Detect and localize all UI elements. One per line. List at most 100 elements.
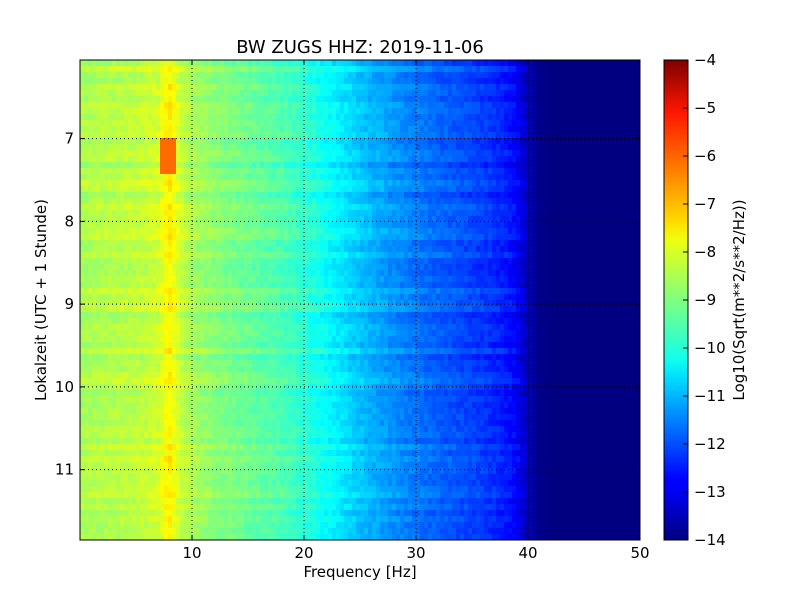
- heatmap-cell: [336, 132, 341, 139]
- heatmap-cell: [464, 150, 469, 157]
- heatmap-cell: [256, 144, 261, 151]
- heatmap-cell: [432, 264, 437, 271]
- heatmap-cell: [388, 132, 393, 139]
- heatmap-cell: [152, 162, 157, 169]
- heatmap-cell: [476, 168, 481, 175]
- heatmap-cell: [492, 78, 497, 85]
- heatmap-cell: [452, 108, 457, 115]
- heatmap-cell: [192, 126, 197, 133]
- heatmap-cell: [336, 126, 341, 133]
- heatmap-cell: [580, 90, 585, 97]
- heatmap-cell: [136, 180, 141, 187]
- heatmap-cell: [232, 246, 237, 253]
- heatmap-cell: [304, 240, 309, 247]
- heatmap-cell: [332, 90, 337, 97]
- heatmap-cell: [264, 78, 269, 85]
- heatmap-cell: [288, 138, 293, 145]
- heatmap-cell: [408, 90, 413, 97]
- heatmap-cell: [340, 102, 345, 109]
- heatmap-cell: [484, 84, 489, 91]
- heatmap-cell: [440, 84, 445, 91]
- heatmap-cell: [452, 156, 457, 163]
- heatmap-cell: [352, 246, 357, 253]
- heatmap-cell: [228, 90, 233, 97]
- heatmap-cell: [104, 84, 109, 91]
- heatmap-cell: [320, 66, 325, 73]
- heatmap-cell: [124, 72, 129, 79]
- heatmap-cell: [184, 156, 189, 163]
- heatmap-cell: [464, 90, 469, 97]
- heatmap-cell: [592, 246, 597, 253]
- heatmap-cell: [104, 192, 109, 199]
- heatmap-cell: [328, 150, 333, 157]
- heatmap-cell: [180, 198, 185, 205]
- heatmap-cell: [408, 78, 413, 85]
- heatmap-cell: [636, 90, 640, 97]
- heatmap-cell: [260, 156, 265, 163]
- heatmap-cell: [384, 240, 389, 247]
- heatmap-cell: [476, 132, 481, 139]
- heatmap-cell: [572, 216, 577, 223]
- heatmap-cell: [392, 102, 397, 109]
- heatmap-cell: [104, 222, 109, 229]
- heatmap-cell: [240, 252, 245, 259]
- heatmap-cell: [536, 234, 541, 241]
- heatmap-cell: [516, 264, 521, 271]
- heatmap-cell: [584, 264, 589, 271]
- heatmap-cell: [360, 126, 365, 133]
- heatmap-cell: [132, 210, 137, 217]
- heatmap-cell: [564, 120, 569, 127]
- heatmap-cell: [136, 162, 141, 169]
- heatmap-cell: [492, 264, 497, 271]
- heatmap-cell: [288, 108, 293, 115]
- heatmap-cell: [368, 150, 373, 157]
- heatmap-cell: [284, 120, 289, 127]
- heatmap-cell: [344, 78, 349, 85]
- heatmap-cell: [496, 90, 501, 97]
- heatmap-cell: [604, 102, 609, 109]
- heatmap-cell: [168, 228, 173, 235]
- heatmap-cell: [308, 264, 313, 271]
- heatmap-cell: [520, 114, 525, 121]
- heatmap-cell: [452, 168, 457, 175]
- heatmap-cell: [284, 180, 289, 187]
- heatmap-cell: [328, 96, 333, 103]
- heatmap-cell: [480, 246, 485, 253]
- heatmap-cell: [156, 204, 161, 211]
- heatmap-cell: [376, 90, 381, 97]
- heatmap-cell: [172, 168, 177, 175]
- heatmap-cell: [244, 144, 249, 151]
- heatmap-cell: [316, 234, 321, 241]
- heatmap-cell: [468, 120, 473, 127]
- heatmap-cell: [300, 150, 305, 157]
- heatmap-cell: [164, 144, 169, 151]
- heatmap-cell: [404, 90, 409, 97]
- heatmap-cell: [152, 114, 157, 121]
- heatmap-cell: [148, 84, 153, 91]
- heatmap-cell: [588, 156, 593, 163]
- heatmap-cell: [508, 60, 513, 67]
- heatmap-cell: [400, 264, 405, 271]
- heatmap-cell: [236, 258, 241, 265]
- heatmap-cell: [596, 210, 601, 217]
- heatmap-cell: [548, 150, 553, 157]
- heatmap-cell: [540, 186, 545, 193]
- heatmap-cell: [524, 240, 529, 247]
- heatmap-cell: [232, 144, 237, 151]
- heatmap-cell: [624, 168, 629, 175]
- heatmap-cell: [84, 60, 89, 67]
- heatmap-cell: [156, 84, 161, 91]
- heatmap-cell: [580, 234, 585, 241]
- heatmap-cell: [588, 84, 593, 91]
- heatmap-cell: [596, 78, 601, 85]
- heatmap-cell: [356, 210, 361, 217]
- heatmap-cell: [584, 204, 589, 211]
- heatmap-cell: [136, 120, 141, 127]
- heatmap-cell: [308, 96, 313, 103]
- heatmap-cell: [512, 60, 517, 67]
- heatmap-cell: [152, 132, 157, 139]
- heatmap-cell: [508, 78, 513, 85]
- heatmap-cell: [328, 222, 333, 229]
- heatmap-cell: [320, 204, 325, 211]
- heatmap-cell: [112, 138, 117, 145]
